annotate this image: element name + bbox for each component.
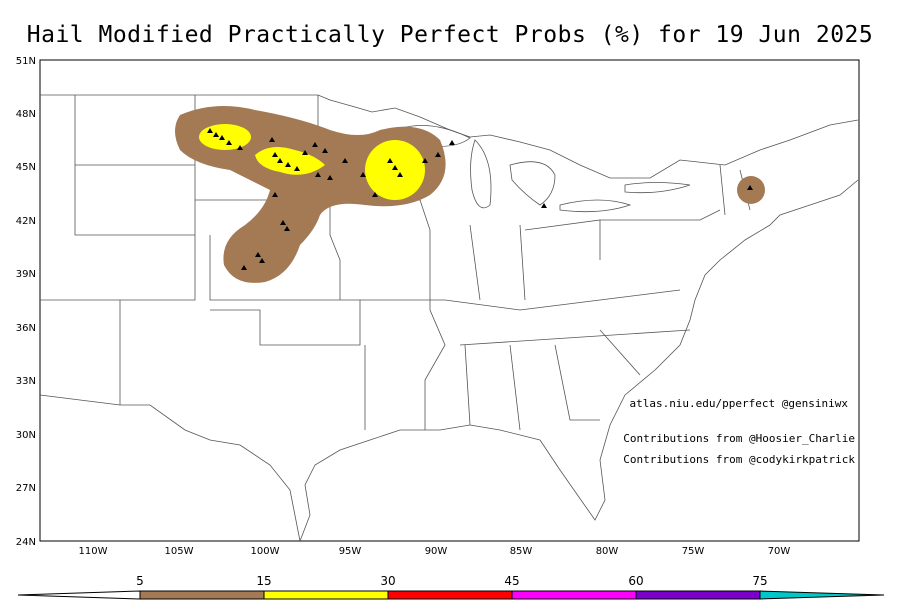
colorbar-label: 5 (136, 574, 144, 588)
lat-tick-label: 24N (16, 537, 36, 548)
lat-tick-label: 33N (16, 376, 36, 387)
colorbar-segment (263, 590, 389, 600)
colorbar-left-arrow (17, 590, 141, 600)
lon-tick-label: 85W (510, 546, 533, 557)
credit-line: Contributions from @Hoosier_Charlie (623, 432, 855, 445)
lon-axis: 110W 105W 100W 95W 90W 85W 80W 75W 70W (79, 546, 791, 557)
colorbar-segment (511, 590, 637, 600)
colorbar-segment (139, 590, 265, 600)
colorbar-label: 45 (504, 574, 519, 588)
lon-tick-label: 70W (768, 546, 791, 557)
lat-tick-label: 45N (16, 162, 36, 173)
colorbar: 5 15 30 45 60 75 (17, 574, 885, 600)
credit-line: Contributions from @codykirkpatrick (623, 453, 855, 466)
colorbar-segment (635, 590, 761, 600)
lon-tick-label: 95W (339, 546, 362, 557)
colorbar-label: 60 (628, 574, 643, 588)
lon-tick-label: 75W (682, 546, 705, 557)
lon-tick-label: 90W (425, 546, 448, 557)
credit-line: atlas.niu.edu/pperfect @gensiniwx (629, 397, 848, 410)
lon-tick-label: 110W (79, 546, 108, 557)
map-title: Hail Modified Practically Perfect Probs … (26, 22, 874, 48)
lon-tick-label: 105W (165, 546, 194, 557)
lat-tick-label: 36N (16, 323, 36, 334)
lat-tick-label: 27N (16, 483, 36, 494)
colorbar-right-arrow (759, 590, 885, 600)
lat-tick-label: 42N (16, 216, 36, 227)
colorbar-label: 75 (752, 574, 767, 588)
hail-reports (207, 128, 753, 270)
colorbar-segment (387, 590, 513, 600)
map-area (39, 59, 860, 542)
lat-axis: 51N 48N 45N 42N 39N 36N 33N 30N 27N 24N (16, 56, 36, 548)
colorbar-label: 30 (380, 574, 395, 588)
lat-tick-label: 48N (16, 109, 36, 120)
lon-tick-label: 80W (596, 546, 619, 557)
credits: atlas.niu.edu/pperfect @gensiniwx Contri… (623, 397, 855, 466)
lat-tick-label: 30N (16, 430, 36, 441)
lon-tick-label: 100W (251, 546, 280, 557)
state-borders (39, 94, 859, 542)
colorbar-label: 15 (256, 574, 271, 588)
lat-tick-label: 39N (16, 269, 36, 280)
lat-tick-label: 51N (16, 56, 36, 67)
